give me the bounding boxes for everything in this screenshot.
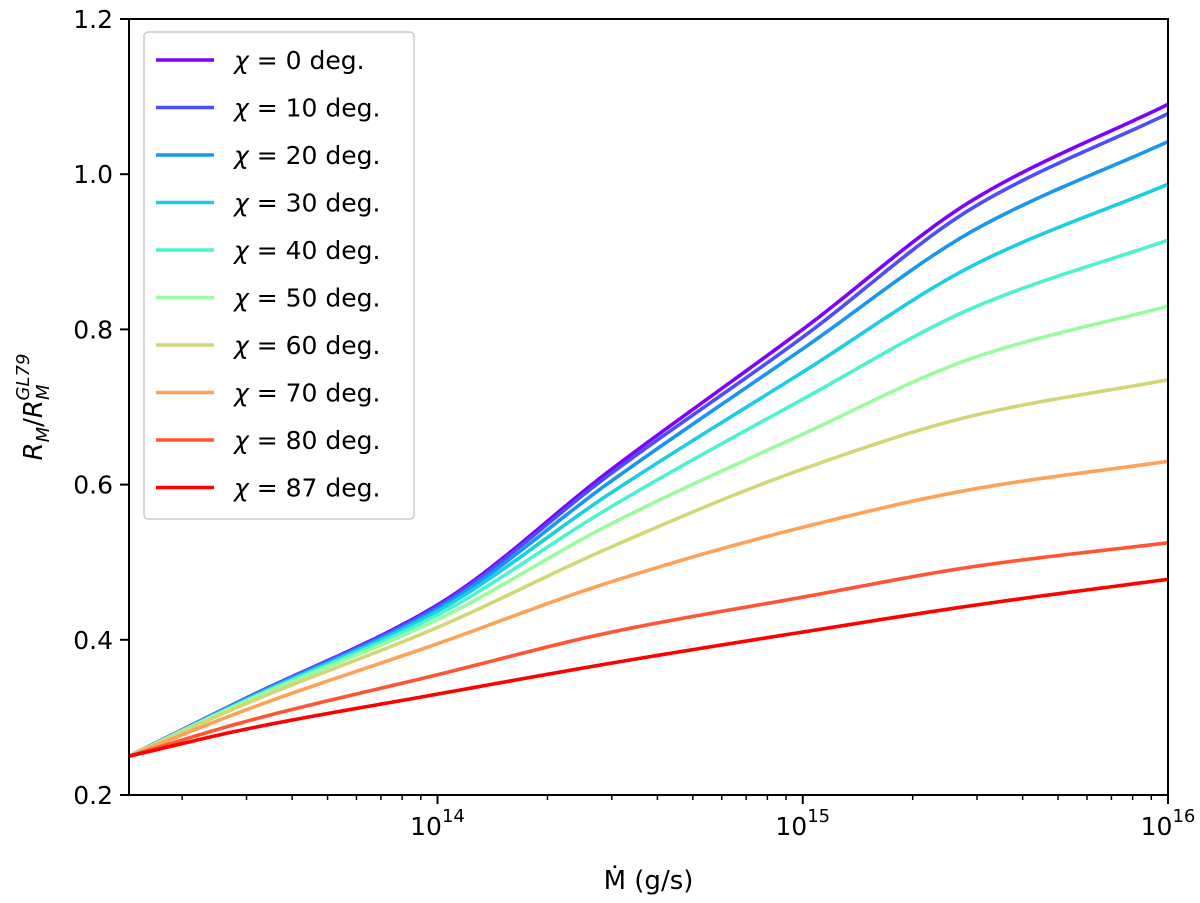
series-line-7: [129, 459, 1168, 758]
legend-label-symbol: χ: [232, 46, 250, 75]
labels-group: Ṁ (g/s)RM/RMGL79: [13, 354, 693, 896]
x-tick-label-0: 1014: [410, 806, 465, 841]
legend-label-text: = 60 deg.: [249, 331, 381, 360]
series-line-8: [129, 541, 1168, 758]
legend-label-4: χ = 40 deg.: [232, 236, 380, 265]
legend: χ = 0 deg.χ = 10 deg.χ = 20 deg.χ = 30 d…: [143, 31, 415, 520]
legend-label-7: χ = 70 deg.: [232, 379, 380, 408]
axes-group: [128, 18, 1169, 796]
legend-label-symbol: χ: [232, 284, 250, 313]
y-label-sup2: GL79: [13, 354, 34, 401]
legend-label-symbol: χ: [232, 379, 250, 408]
y-label-sub: M: [33, 426, 54, 442]
y-tick-label-4: 1.0: [73, 160, 113, 189]
legend-label-text: = 50 deg.: [249, 284, 381, 313]
axes-frame: [128, 18, 1169, 796]
y-axis-label: RM/RMGL79: [13, 354, 54, 461]
x-tick-label-2: 1016: [1141, 806, 1196, 841]
x-tick-label-base: 10: [1141, 812, 1173, 841]
y-tick-label-5: 1.2: [73, 5, 113, 34]
x-tick-label-exp: 14: [442, 806, 465, 827]
series-line-9: [129, 577, 1168, 758]
legend-label-8: χ = 80 deg.: [232, 426, 380, 455]
x-tick-label-exp: 15: [807, 806, 830, 827]
legend-label-6: χ = 60 deg.: [232, 331, 380, 360]
legend-label-symbol: χ: [232, 426, 250, 455]
series-line-5: [129, 304, 1168, 758]
legend-label-9: χ = 87 deg.: [232, 474, 380, 503]
y-tick-label-2: 0.6: [73, 471, 113, 500]
y-label-sub2: M: [33, 384, 54, 400]
series-line-6: [129, 378, 1168, 758]
x-tick-label-exp: 16: [1172, 806, 1195, 827]
x-tick-label-base: 10: [410, 812, 442, 841]
legend-label-text: = 87 deg.: [249, 474, 381, 503]
legend-label-symbol: χ: [232, 141, 250, 170]
y-label-base2: R: [19, 400, 49, 418]
legend-label-symbol: χ: [232, 331, 250, 360]
x-axis-label: Ṁ (g/s): [604, 864, 694, 896]
legend-label-text: = 80 deg.: [249, 426, 381, 455]
y-tick-label-1: 0.4: [73, 626, 113, 655]
legend-label-symbol: χ: [232, 189, 250, 218]
legend-label-text: = 70 deg.: [249, 379, 381, 408]
x-tick-label-base: 10: [775, 812, 807, 841]
legend-label-text: = 40 deg.: [249, 236, 381, 265]
legend-label-symbol: χ: [232, 94, 250, 123]
legend-label-3: χ = 30 deg.: [232, 189, 380, 218]
legend-label-text: = 20 deg.: [249, 141, 381, 170]
legend-label-2: χ = 20 deg.: [232, 141, 380, 170]
legend-label-text: = 30 deg.: [249, 189, 381, 218]
series-group: [129, 102, 1168, 758]
y-tick-label-3: 0.8: [73, 315, 113, 344]
legend-label-1: χ = 10 deg.: [232, 94, 380, 123]
y-tick-label-0: 0.2: [73, 781, 113, 810]
legend-label-symbol: χ: [232, 474, 250, 503]
x-tick-label-1: 1015: [775, 806, 830, 841]
legend-label-text: = 10 deg.: [249, 94, 381, 123]
y-label-base: R: [19, 442, 49, 460]
legend-label-symbol: χ: [232, 236, 250, 265]
legend-label-text: = 0 deg.: [249, 46, 365, 75]
legend-label-5: χ = 50 deg.: [232, 284, 380, 313]
y-label-sep: /: [19, 418, 49, 427]
legend-label-0: χ = 0 deg.: [232, 46, 365, 75]
